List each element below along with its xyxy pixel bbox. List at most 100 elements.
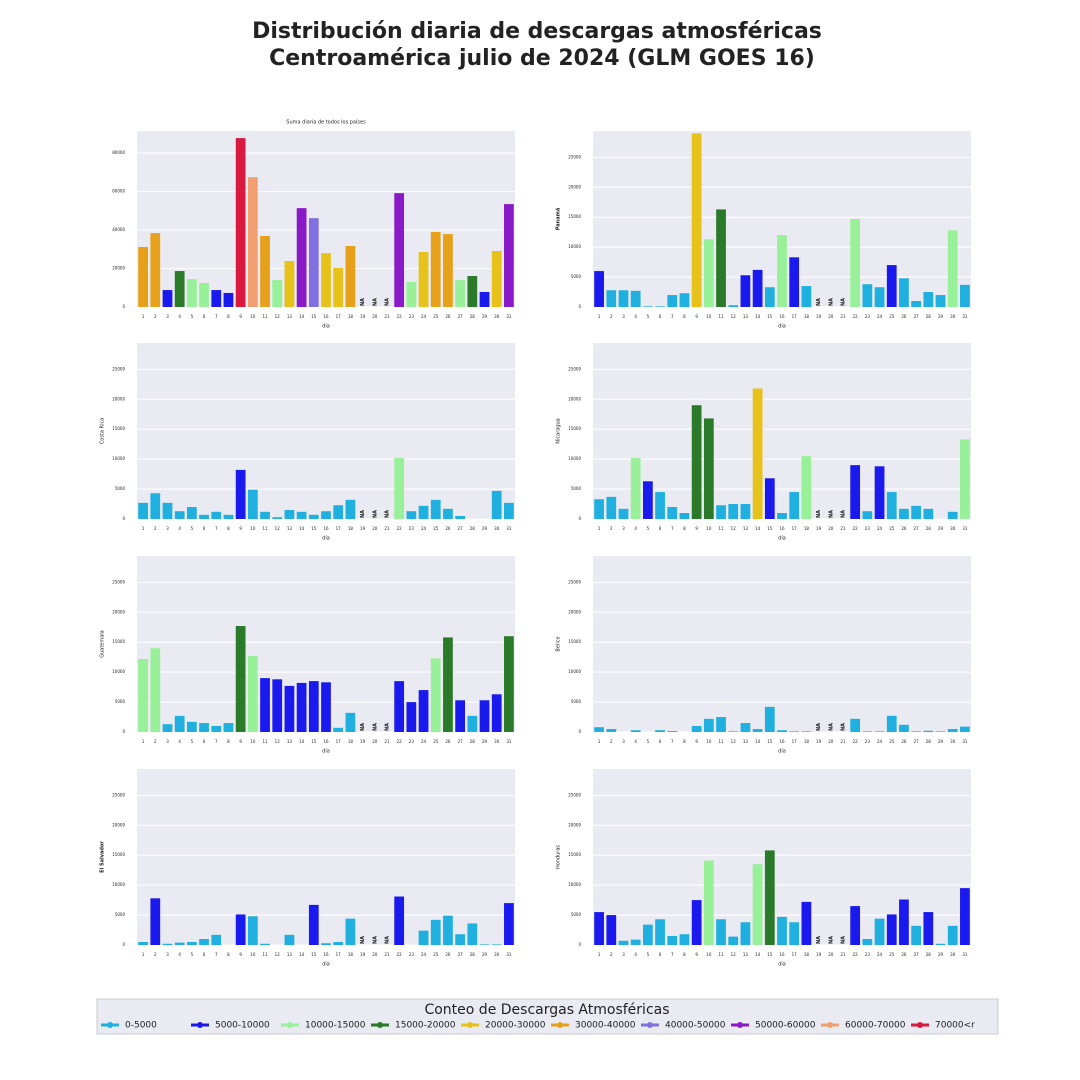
bar xyxy=(899,724,909,732)
bar xyxy=(960,284,970,307)
bar xyxy=(740,723,751,732)
x-axis-label: día xyxy=(778,961,786,968)
x-tick-label: 31 xyxy=(962,526,968,531)
x-tick-label: 25 xyxy=(889,314,895,319)
x-tick-label: 2 xyxy=(610,526,613,531)
y-tick-label: 25000 xyxy=(568,579,581,584)
bar xyxy=(703,718,714,732)
x-tick-label: 28 xyxy=(470,952,476,957)
x-tick-label: 11 xyxy=(718,526,724,531)
x-tick-label: 13 xyxy=(743,526,749,531)
x-tick-label: 9 xyxy=(695,739,698,744)
bar xyxy=(642,481,653,519)
bar xyxy=(138,246,148,307)
x-tick-label: 4 xyxy=(634,952,637,957)
bar xyxy=(406,281,417,307)
x-tick-label: 19 xyxy=(816,739,822,744)
bar xyxy=(443,915,453,945)
x-tick-label: 4 xyxy=(178,739,181,744)
bar xyxy=(606,729,617,732)
x-axis-label: día xyxy=(322,748,330,755)
x-tick-label: 14 xyxy=(755,314,761,319)
bar xyxy=(394,193,405,307)
y-tick-label: 10000 xyxy=(112,669,125,674)
y-tick-label: 25000 xyxy=(568,154,581,159)
x-tick-label: 25 xyxy=(889,739,895,744)
figure-title: Centroamérica julio de 2024 (GLM GOES 16… xyxy=(269,46,815,71)
x-tick-label: 3 xyxy=(166,952,169,957)
x-tick-label: 11 xyxy=(718,314,724,319)
bar xyxy=(886,265,897,307)
plot-area xyxy=(137,343,515,519)
bar xyxy=(223,292,234,307)
x-tick-label: 1 xyxy=(142,739,145,744)
bar xyxy=(935,943,946,945)
x-tick-label: 20 xyxy=(372,952,378,957)
x-tick-label: 3 xyxy=(166,739,169,744)
bar xyxy=(667,295,678,307)
x-tick-label: 29 xyxy=(938,526,944,531)
bar xyxy=(443,637,453,732)
bar xyxy=(801,901,812,945)
y-tick-label: 20000 xyxy=(112,609,125,614)
x-tick-label: 13 xyxy=(287,314,293,319)
y-tick-label: 20000 xyxy=(568,184,581,189)
x-tick-label: 9 xyxy=(695,952,698,957)
x-axis-label: día xyxy=(778,748,786,755)
legend-label: 15000-20000 xyxy=(395,1021,456,1031)
bar xyxy=(947,729,958,732)
x-tick-label: 21 xyxy=(840,952,846,957)
x-tick-label: 21 xyxy=(384,739,390,744)
bar xyxy=(247,916,258,945)
legend-swatch xyxy=(377,1022,383,1028)
bar xyxy=(655,492,665,519)
x-tick-label: 23 xyxy=(409,314,415,319)
na-label: NA xyxy=(360,510,366,518)
y-axis-label: Panamá xyxy=(555,208,562,230)
bar xyxy=(504,903,514,945)
bar xyxy=(911,731,922,732)
y-tick-label: 0 xyxy=(122,942,125,947)
x-tick-label: 5 xyxy=(647,952,650,957)
x-tick-label: 5 xyxy=(191,952,194,957)
bar xyxy=(443,234,453,307)
y-axis-label: Belice xyxy=(556,636,562,651)
x-tick-label: 12 xyxy=(731,952,737,957)
bar xyxy=(162,502,173,519)
bar xyxy=(911,925,922,945)
legend-title: Conteo de Descargas Atmosféricas xyxy=(424,1002,669,1018)
x-tick-label: 27 xyxy=(458,739,464,744)
bar xyxy=(272,679,283,732)
x-tick-label: 5 xyxy=(647,314,650,319)
bar xyxy=(491,490,502,519)
figure-title: Distribución diaria de descargas atmosfé… xyxy=(252,19,822,44)
x-tick-label: 19 xyxy=(360,526,366,531)
x-tick-label: 5 xyxy=(647,739,650,744)
x-tick-label: 1 xyxy=(142,952,145,957)
x-tick-label: 21 xyxy=(384,526,390,531)
y-axis-label: El Salvador xyxy=(100,841,106,873)
bar xyxy=(430,499,441,519)
x-tick-label: 9 xyxy=(239,739,242,744)
bar xyxy=(321,511,331,519)
x-tick-label: 15 xyxy=(767,314,773,319)
x-tick-label: 22 xyxy=(397,952,403,957)
x-tick-label: 25 xyxy=(889,526,895,531)
bar xyxy=(801,731,812,732)
na-label: NA xyxy=(360,936,366,944)
bar xyxy=(174,942,185,945)
bar xyxy=(308,218,319,307)
x-tick-label: 8 xyxy=(227,526,230,531)
na-label: NA xyxy=(828,723,834,731)
x-tick-label: 6 xyxy=(659,314,662,319)
bar xyxy=(667,731,678,732)
bar xyxy=(296,208,307,307)
x-tick-label: 24 xyxy=(421,526,427,531)
x-tick-label: 14 xyxy=(299,526,305,531)
x-tick-label: 22 xyxy=(853,952,859,957)
bar xyxy=(333,267,344,307)
x-tick-label: 15 xyxy=(767,952,773,957)
bar xyxy=(455,516,466,519)
bar xyxy=(418,505,429,519)
